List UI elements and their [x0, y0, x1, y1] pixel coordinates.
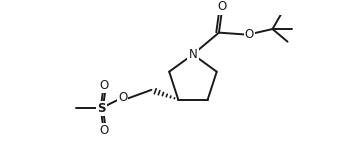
Text: S: S: [97, 102, 105, 115]
Text: O: O: [245, 28, 254, 41]
Text: O: O: [217, 0, 226, 13]
Text: O: O: [99, 124, 108, 137]
Text: O: O: [118, 91, 127, 104]
Text: N: N: [189, 48, 197, 61]
Text: O: O: [99, 79, 108, 92]
